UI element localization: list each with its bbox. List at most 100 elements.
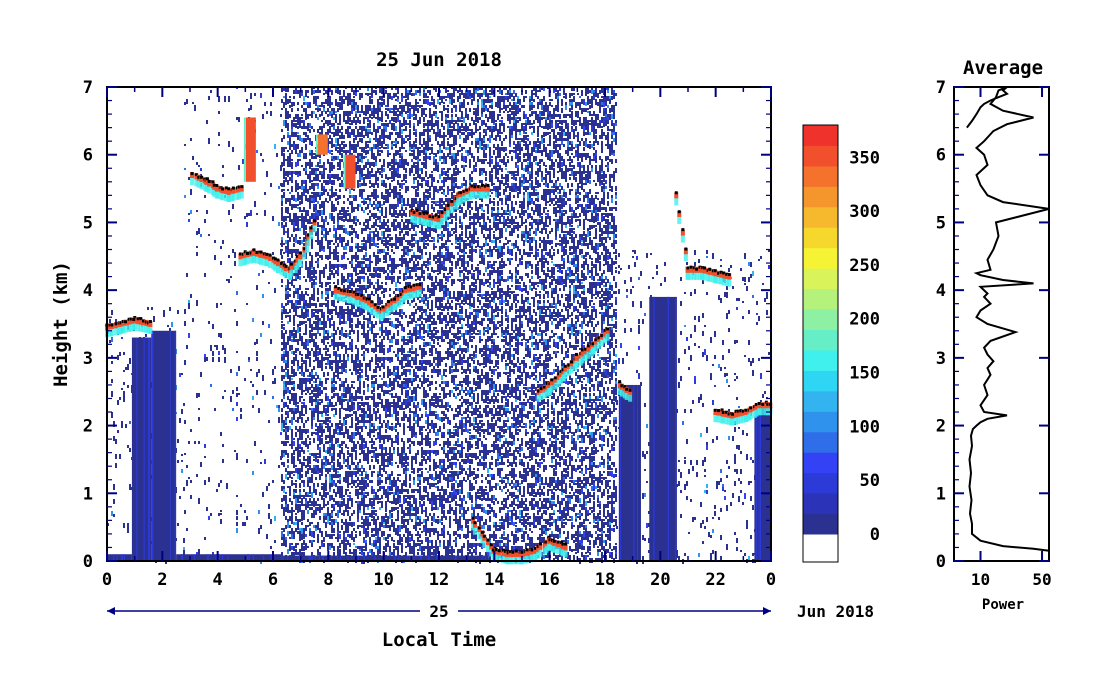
noise-cell-2215 bbox=[361, 153, 363, 157]
noise-cell-2961 bbox=[313, 183, 315, 186]
noise-cell-3575 bbox=[309, 207, 311, 209]
noise-cell-374 bbox=[276, 405, 278, 408]
noise-cell-4078 bbox=[323, 225, 325, 230]
noise-cell-4043 bbox=[511, 222, 513, 224]
noise-cell-3168 bbox=[575, 189, 577, 192]
noise-cell-4622 bbox=[285, 246, 287, 250]
noise-cell-258 bbox=[246, 213, 248, 217]
noise-cell-847 bbox=[339, 102, 341, 107]
noise-cell-2219 bbox=[387, 153, 389, 157]
noise-cell-787 bbox=[451, 99, 453, 105]
noise-cell-1780 bbox=[455, 135, 457, 140]
noise-cell-1203 bbox=[523, 114, 525, 119]
noise-cell-77 bbox=[183, 403, 185, 406]
noise-cell-1834 bbox=[377, 138, 379, 144]
noise-cell-1605 bbox=[451, 129, 453, 134]
noise-cell-4238 bbox=[283, 231, 285, 235]
noise-cell-890 bbox=[539, 102, 541, 105]
noise-cell-220 bbox=[260, 153, 262, 156]
noise-cell-4155 bbox=[613, 225, 615, 231]
noise-cell-4592 bbox=[495, 243, 497, 248]
noise-cell-425 bbox=[262, 492, 264, 497]
noise-cell-1088 bbox=[357, 111, 359, 113]
noise-cell-4650 bbox=[425, 246, 427, 249]
noise-cell-276 bbox=[220, 246, 222, 249]
noise-cell-3393 bbox=[545, 198, 547, 203]
noise-cell-1344 bbox=[429, 120, 431, 126]
noise-cell-1035 bbox=[455, 108, 457, 112]
noise-cell-3799 bbox=[571, 213, 573, 216]
noise-cell-3595 bbox=[389, 207, 391, 211]
noise-cell-1167 bbox=[359, 114, 361, 117]
noise-cell-683 bbox=[303, 96, 305, 101]
noise-cell-2399 bbox=[541, 159, 543, 162]
noise-cell-1323 bbox=[339, 120, 341, 125]
noise-cell-3516 bbox=[391, 204, 393, 207]
noise-cell-1178 bbox=[413, 114, 415, 116]
noise-cell-2394 bbox=[523, 159, 525, 162]
noise-cell-4430 bbox=[495, 237, 497, 242]
noise-cell-210 bbox=[190, 138, 192, 141]
noise-cell-3845 bbox=[395, 216, 397, 218]
noise-cell-4838 bbox=[281, 255, 283, 259]
noise-cell-2102 bbox=[533, 147, 535, 152]
noise-cell-3578 bbox=[331, 207, 333, 212]
noise-cell-193 bbox=[270, 102, 272, 106]
noise-cell-267 bbox=[278, 222, 280, 226]
noise-cell-3146 bbox=[497, 189, 499, 194]
noise-cell-1791 bbox=[509, 135, 511, 138]
noise-cell-3402 bbox=[569, 198, 571, 201]
noise-cell-4735 bbox=[491, 249, 493, 254]
noise-cell-192 bbox=[264, 102, 266, 106]
noise-cell-1009 bbox=[367, 108, 369, 114]
noise-cell-4398 bbox=[377, 237, 379, 241]
noise-cell-959 bbox=[491, 105, 493, 109]
noise-cell-256 bbox=[264, 210, 266, 216]
noise-cell-308 bbox=[192, 318, 194, 322]
noise-cell-3891 bbox=[585, 216, 587, 220]
noise-cell-1670 bbox=[365, 132, 367, 136]
noise-cell-1672 bbox=[369, 132, 371, 134]
noise-cell-4411 bbox=[419, 237, 421, 242]
noise-cell-1794 bbox=[523, 135, 525, 141]
noise-cell-3566 bbox=[589, 204, 591, 209]
noise-cell-3876 bbox=[511, 216, 513, 220]
noise-cell-2727 bbox=[613, 171, 615, 175]
noise-cell-2422 bbox=[297, 162, 299, 166]
noise-cell-1137 bbox=[571, 111, 573, 117]
noise-cell-4112 bbox=[445, 225, 447, 230]
noise-cell-1633 bbox=[551, 129, 553, 132]
noise-cell-4493 bbox=[425, 240, 427, 242]
noise-cell-1229 bbox=[613, 114, 615, 119]
noise-cell-2774 bbox=[451, 174, 453, 179]
noise-cell-2012 bbox=[519, 144, 521, 147]
noise-cell-4170 bbox=[335, 228, 337, 233]
noise-cell-4343 bbox=[455, 234, 457, 239]
noise-cell-4706 bbox=[335, 249, 337, 254]
noise-cell-3508 bbox=[359, 204, 361, 207]
noise-cell-3340 bbox=[315, 198, 317, 202]
noise-cell-292 bbox=[226, 279, 228, 281]
noise-cell-1873 bbox=[563, 138, 565, 141]
noise-cell-1776 bbox=[443, 135, 445, 139]
noise-cell-4821 bbox=[547, 252, 549, 256]
noise-cell-4423 bbox=[461, 237, 463, 240]
noise-cell-1332 bbox=[369, 120, 371, 123]
noise-cell-656 bbox=[489, 93, 491, 95]
noise-cell-3242 bbox=[587, 192, 589, 197]
noise-cell-4970 bbox=[571, 258, 573, 262]
noise-cell-2888 bbox=[301, 180, 303, 185]
noise-cell-3542 bbox=[481, 204, 483, 209]
noise-cell-3913 bbox=[323, 219, 325, 224]
noise-cell-3270 bbox=[361, 195, 363, 199]
noise-cell-2671 bbox=[381, 171, 383, 173]
noise-cell-1279 bbox=[497, 117, 499, 120]
noise-cell-780 bbox=[425, 99, 427, 104]
noise-cell-1476 bbox=[597, 123, 599, 128]
noise-cell-4588 bbox=[471, 243, 473, 248]
noise-cell-3065 bbox=[451, 186, 453, 191]
noise-cell-2876 bbox=[583, 177, 585, 180]
noise-cell-708 bbox=[431, 96, 433, 101]
noise-cell-3219 bbox=[497, 192, 499, 198]
noise-cell-3638 bbox=[577, 207, 579, 209]
